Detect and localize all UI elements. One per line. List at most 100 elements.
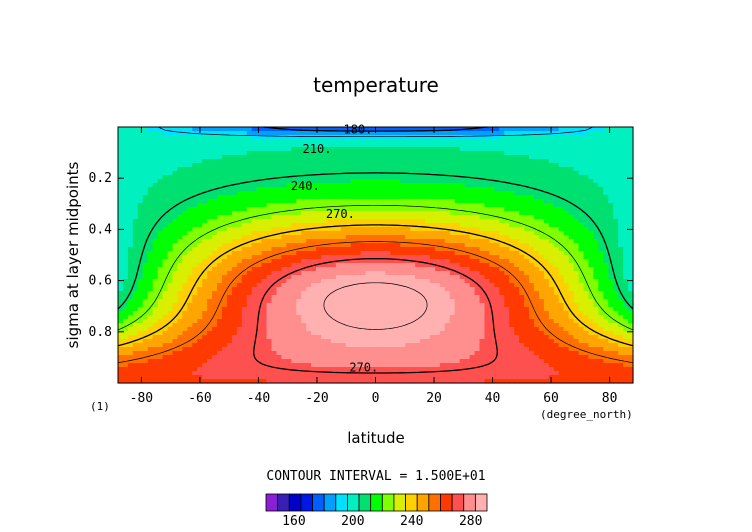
heatmap-cell <box>281 139 287 144</box>
heatmap-cell <box>335 279 342 284</box>
heatmap-cell <box>172 219 179 224</box>
heatmap-cell <box>355 299 362 304</box>
heatmap-cell <box>563 211 570 216</box>
heatmap-cell <box>449 279 456 284</box>
heatmap-cell <box>608 195 614 200</box>
heatmap-cell <box>236 143 243 148</box>
heatmap-cell <box>613 203 619 208</box>
heatmap-cell <box>345 167 352 172</box>
heatmap-cell <box>340 295 347 300</box>
heatmap-cell <box>563 175 570 180</box>
heatmap-cell <box>355 303 362 308</box>
heatmap-cell <box>217 199 223 204</box>
heatmap-cell <box>543 295 550 300</box>
heatmap-cell <box>385 167 391 172</box>
heatmap-cell <box>281 299 287 304</box>
heatmap-cell <box>345 259 352 264</box>
heatmap-cell <box>118 279 124 284</box>
heatmap-cell <box>425 183 431 188</box>
heatmap-cell <box>420 267 426 272</box>
heatmap-cell <box>241 151 248 156</box>
heatmap-cell <box>474 307 481 312</box>
heatmap-cell <box>578 191 585 196</box>
heatmap-cell <box>613 295 619 300</box>
heatmap-cell <box>281 179 287 184</box>
heatmap-cell <box>499 175 505 180</box>
heatmap-cell <box>533 255 540 260</box>
heatmap-cell <box>553 299 560 304</box>
heatmap-cell <box>172 295 179 300</box>
heatmap-cell <box>395 295 401 300</box>
heatmap-cell <box>425 255 431 260</box>
heatmap-cell <box>425 299 431 304</box>
heatmap-cell <box>533 275 540 280</box>
heatmap-cell <box>152 195 159 200</box>
heatmap-cell <box>321 171 327 176</box>
heatmap-cell <box>281 183 287 188</box>
heatmap-cell <box>340 259 347 264</box>
heatmap-cell <box>558 311 565 316</box>
heatmap-cell <box>137 159 144 164</box>
heatmap-cell <box>118 247 124 252</box>
heatmap-cell <box>177 247 183 252</box>
heatmap-cell <box>286 311 292 316</box>
heatmap-cell <box>434 167 441 172</box>
heatmap-cell <box>375 187 382 192</box>
heatmap-cell <box>514 231 520 236</box>
heatmap-cell <box>152 127 159 132</box>
heatmap-cell <box>172 155 179 160</box>
heatmap-cell <box>593 199 599 204</box>
heatmap-cell <box>464 255 471 260</box>
heatmap-cell <box>543 179 550 184</box>
heatmap-cell <box>127 247 134 252</box>
heatmap-cell <box>514 187 520 192</box>
heatmap-cell <box>162 295 169 300</box>
heatmap-cell <box>459 139 466 144</box>
heatmap-cell <box>479 187 486 192</box>
heatmap-cell <box>583 223 590 228</box>
heatmap-cell <box>291 239 297 244</box>
heatmap-cell <box>162 255 169 260</box>
heatmap-cell <box>167 147 174 152</box>
heatmap-cell <box>291 259 297 264</box>
heatmap-cell <box>603 255 609 260</box>
heatmap-cell <box>628 243 634 248</box>
heatmap-cell <box>311 299 317 304</box>
heatmap-cell <box>454 135 461 140</box>
heatmap-cell <box>152 251 159 256</box>
heatmap-cell <box>543 223 550 228</box>
heatmap-cell <box>489 279 495 284</box>
heatmap-cell <box>162 183 169 188</box>
heatmap-cell <box>489 167 495 172</box>
heatmap-cell <box>449 267 456 272</box>
heatmap-cell <box>583 179 590 184</box>
heatmap-cell <box>628 315 634 320</box>
heatmap-cell <box>187 127 193 132</box>
heatmap-cell <box>489 211 495 216</box>
heatmap-cell <box>246 235 253 240</box>
heatmap-cell <box>142 247 149 252</box>
heatmap-cell <box>152 267 159 272</box>
heatmap-cell <box>162 203 169 208</box>
heatmap-cell <box>628 179 634 184</box>
heatmap-cell <box>568 307 575 312</box>
heatmap-cell <box>321 291 327 296</box>
heatmap-cell <box>142 303 149 308</box>
heatmap-cell <box>306 179 312 184</box>
heatmap-cell <box>147 299 154 304</box>
heatmap-cell <box>316 151 322 156</box>
heatmap-cell <box>573 195 580 200</box>
heatmap-cell <box>548 127 555 132</box>
heatmap-cell <box>172 271 179 276</box>
heatmap-cell <box>623 127 629 132</box>
heatmap-cell <box>548 179 555 184</box>
heatmap-cell <box>212 267 218 272</box>
heatmap-cell <box>533 251 540 256</box>
heatmap-cell <box>281 235 287 240</box>
heatmap-cell <box>618 299 624 304</box>
heatmap-cell <box>246 195 253 200</box>
heatmap-cell <box>157 215 164 220</box>
heatmap-cell <box>152 215 159 220</box>
heatmap-cell <box>504 207 510 212</box>
heatmap-cell <box>355 211 362 216</box>
